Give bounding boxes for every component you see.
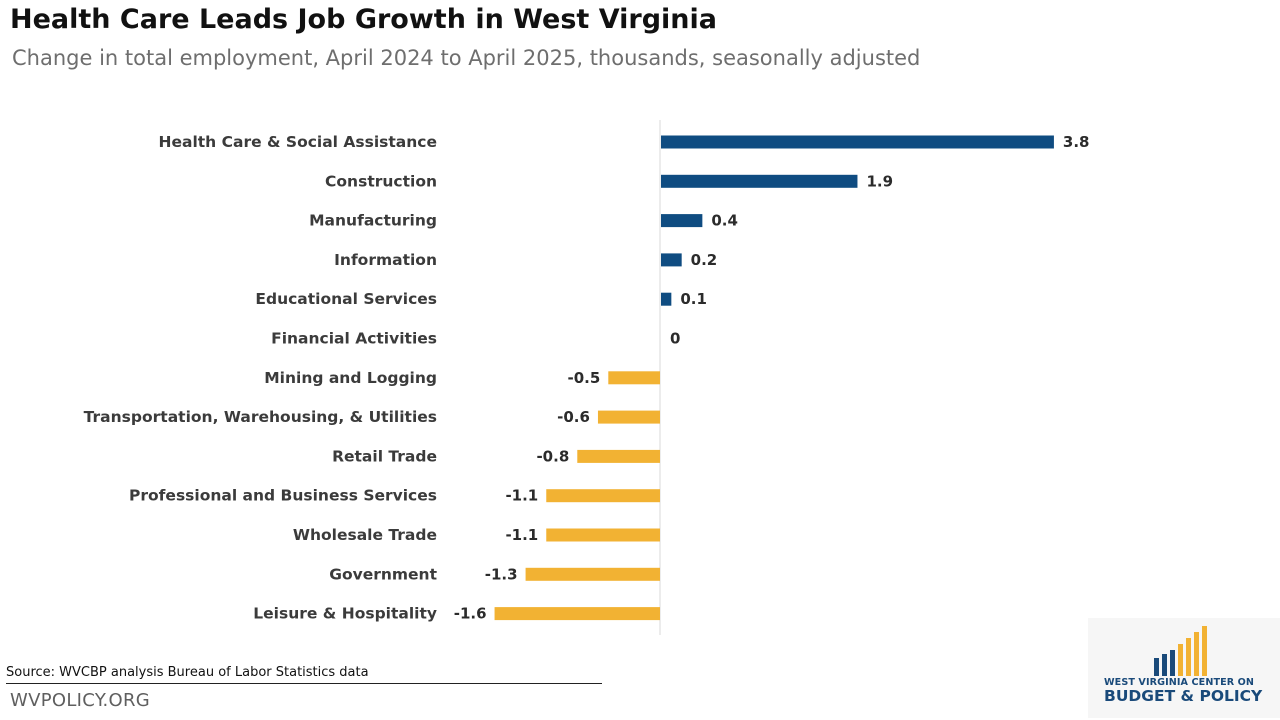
data-label: 0.4 bbox=[711, 212, 738, 230]
data-label: -1.1 bbox=[505, 487, 538, 505]
bar bbox=[546, 528, 660, 542]
bar bbox=[661, 292, 672, 306]
category-label: Health Care & Social Assistance bbox=[159, 133, 437, 151]
data-label: 1.9 bbox=[866, 172, 893, 190]
bar bbox=[577, 449, 660, 463]
bar bbox=[608, 371, 660, 385]
category-label: Wholesale Trade bbox=[293, 526, 437, 544]
chart-title: Health Care Leads Job Growth in West Vir… bbox=[10, 4, 717, 35]
bar bbox=[661, 135, 1054, 149]
data-label: 0 bbox=[670, 330, 680, 348]
data-label: -1.6 bbox=[454, 605, 487, 623]
category-label: Information bbox=[334, 251, 437, 269]
logo-bars-icon bbox=[1154, 626, 1207, 676]
site-url: WVPOLICY.ORG bbox=[10, 690, 151, 711]
bar bbox=[661, 253, 682, 267]
bar bbox=[661, 214, 703, 228]
category-label: Manufacturing bbox=[309, 212, 437, 230]
chart-subtitle: Change in total employment, April 2024 t… bbox=[12, 46, 921, 70]
bar bbox=[546, 489, 660, 503]
category-label: Educational Services bbox=[255, 290, 437, 308]
bar bbox=[494, 607, 660, 621]
data-label: -0.8 bbox=[536, 447, 569, 465]
data-label: -1.1 bbox=[505, 526, 538, 544]
category-label: Construction bbox=[325, 172, 437, 190]
category-label: Mining and Logging bbox=[264, 369, 437, 387]
logo-text-line1: WEST VIRGINIA CENTER ON bbox=[1104, 677, 1255, 688]
category-label: Retail Trade bbox=[332, 447, 437, 465]
category-label: Transportation, Warehousing, & Utilities bbox=[84, 408, 437, 426]
data-label: 0.1 bbox=[680, 290, 707, 308]
bar bbox=[597, 410, 660, 424]
data-label: 0.2 bbox=[691, 251, 718, 269]
category-label: Financial Activities bbox=[271, 330, 437, 348]
wvcbp-logo: WEST VIRGINIA CENTER ON BUDGET & POLICY bbox=[1088, 618, 1280, 718]
logo-text-line2: BUDGET & POLICY bbox=[1104, 687, 1263, 705]
source-note: Source: WVCBP analysis Bureau of Labor S… bbox=[6, 665, 369, 680]
data-label: -0.5 bbox=[567, 369, 600, 387]
bar bbox=[661, 174, 858, 188]
bar bbox=[525, 567, 660, 581]
data-label: 3.8 bbox=[1063, 133, 1090, 151]
category-label: Leisure & Hospitality bbox=[253, 605, 437, 623]
category-label: Professional and Business Services bbox=[129, 487, 437, 505]
data-label: -1.3 bbox=[485, 565, 518, 583]
source-divider bbox=[6, 683, 602, 684]
data-label: -0.6 bbox=[557, 408, 590, 426]
bar-chart: Health Care & Social Assistance 3.8 Constr… bbox=[84, 120, 1090, 635]
category-label: Government bbox=[329, 565, 437, 583]
